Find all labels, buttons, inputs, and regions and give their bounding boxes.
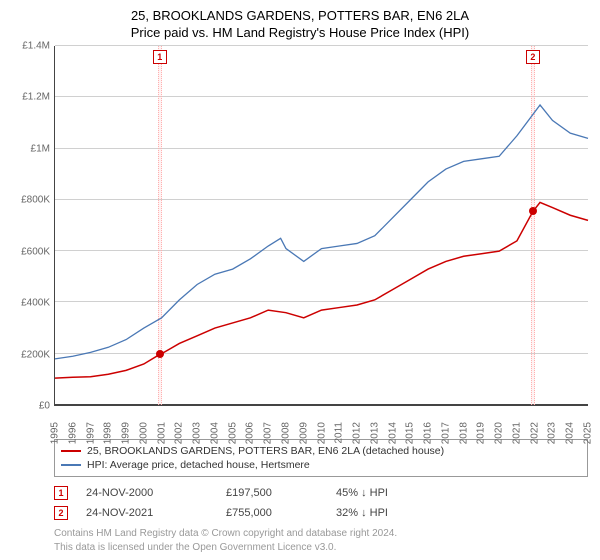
y-axis: £0£200K£400K£600K£800K£1M£1.2M£1.4M [12, 46, 54, 406]
footer-line1: Contains HM Land Registry data © Crown c… [54, 527, 588, 541]
series-line-hpi [55, 105, 588, 359]
x-tick-label: 2013 [369, 422, 380, 444]
x-tick-label: 2017 [440, 422, 451, 444]
x-tick-label: 2016 [423, 422, 434, 444]
y-tick-label: £0 [39, 401, 50, 412]
x-tick-label: 2007 [263, 422, 274, 444]
x-tick-label: 2011 [334, 422, 345, 444]
chart-container: 25, BROOKLANDS GARDENS, POTTERS BAR, EN6… [0, 0, 600, 560]
y-tick-label: £1.4M [22, 41, 50, 52]
y-tick-label: £1.2M [22, 92, 50, 103]
annotation-badge: 2 [54, 506, 68, 520]
x-tick-label: 1998 [103, 422, 114, 444]
x-tick-label: 2005 [227, 422, 238, 444]
annotation-row: 2 24-NOV-2021£755,00032% ↓ HPI [54, 503, 588, 523]
y-tick-label: £400K [21, 298, 50, 309]
x-tick-label: 2023 [547, 422, 558, 444]
x-tick-label: 2014 [387, 422, 398, 444]
annotation-price: £755,000 [226, 507, 336, 519]
annotation-pct: 45% ↓ HPI [336, 487, 436, 499]
x-tick-label: 2020 [494, 422, 505, 444]
series-line-price_paid [55, 202, 588, 378]
y-tick-label: £800K [21, 195, 50, 206]
x-tick-label: 2021 [511, 422, 522, 444]
annotation-date: 24-NOV-2021 [86, 507, 226, 519]
annotation-date: 24-NOV-2000 [86, 487, 226, 499]
data-point-dot [156, 350, 164, 358]
chart-area: £0£200K£400K£600K£800K£1M£1.2M£1.4M 1995… [12, 46, 588, 406]
x-tick-label: 2003 [192, 422, 203, 444]
x-tick-label: 2015 [405, 422, 416, 444]
footer: Contains HM Land Registry data © Crown c… [54, 527, 588, 554]
x-tick-label: 1999 [121, 422, 132, 444]
x-tick-label: 2008 [280, 422, 291, 444]
annotation-badge: 1 [54, 486, 68, 500]
x-tick-label: 1997 [85, 422, 96, 444]
x-tick-label: 2002 [174, 422, 185, 444]
legend-item: 25, BROOKLANDS GARDENS, POTTERS BAR, EN6… [61, 444, 581, 458]
x-tick-label: 2001 [156, 422, 167, 444]
legend-swatch [61, 464, 81, 466]
x-tick-label: 2012 [352, 422, 363, 444]
x-tick-label: 2025 [583, 422, 594, 444]
title-subtitle: Price paid vs. HM Land Registry's House … [12, 25, 588, 40]
x-tick-label: 2004 [209, 422, 220, 444]
x-tick-label: 2024 [565, 422, 576, 444]
x-tick-label: 1996 [67, 422, 78, 444]
x-tick-label: 2000 [138, 422, 149, 444]
legend-label: HPI: Average price, detached house, Hert… [87, 459, 310, 471]
annotation-price: £197,500 [226, 487, 336, 499]
legend: 25, BROOKLANDS GARDENS, POTTERS BAR, EN6… [54, 439, 588, 477]
y-tick-label: £1M [31, 143, 50, 154]
annotation-pct: 32% ↓ HPI [336, 507, 436, 519]
x-tick-label: 1995 [50, 422, 61, 444]
y-tick-label: £600K [21, 246, 50, 257]
y-tick-label: £200K [21, 349, 50, 360]
event-marker: 1 [153, 50, 167, 64]
annotation-row: 1 24-NOV-2000£197,50045% ↓ HPI [54, 483, 588, 503]
x-axis: 1995199619971998199920002001200220032004… [55, 405, 588, 433]
x-tick-label: 2010 [316, 422, 327, 444]
footer-line2: This data is licensed under the Open Gov… [54, 541, 588, 555]
legend-swatch [61, 450, 81, 452]
x-tick-label: 2019 [476, 422, 487, 444]
event-marker: 2 [526, 50, 540, 64]
line-svg [55, 46, 588, 405]
x-tick-label: 2009 [298, 422, 309, 444]
annotations-table: 1 24-NOV-2000£197,50045% ↓ HPI 2 24-NOV-202… [54, 483, 588, 523]
x-tick-label: 2018 [458, 422, 469, 444]
x-tick-label: 2006 [245, 422, 256, 444]
title-address: 25, BROOKLANDS GARDENS, POTTERS BAR, EN6… [12, 8, 588, 23]
x-tick-label: 2022 [529, 422, 540, 444]
legend-item: HPI: Average price, detached house, Hert… [61, 458, 581, 472]
data-point-dot [529, 207, 537, 215]
legend-label: 25, BROOKLANDS GARDENS, POTTERS BAR, EN6… [87, 445, 444, 457]
plot-area: 1995199619971998199920002001200220032004… [54, 46, 588, 406]
